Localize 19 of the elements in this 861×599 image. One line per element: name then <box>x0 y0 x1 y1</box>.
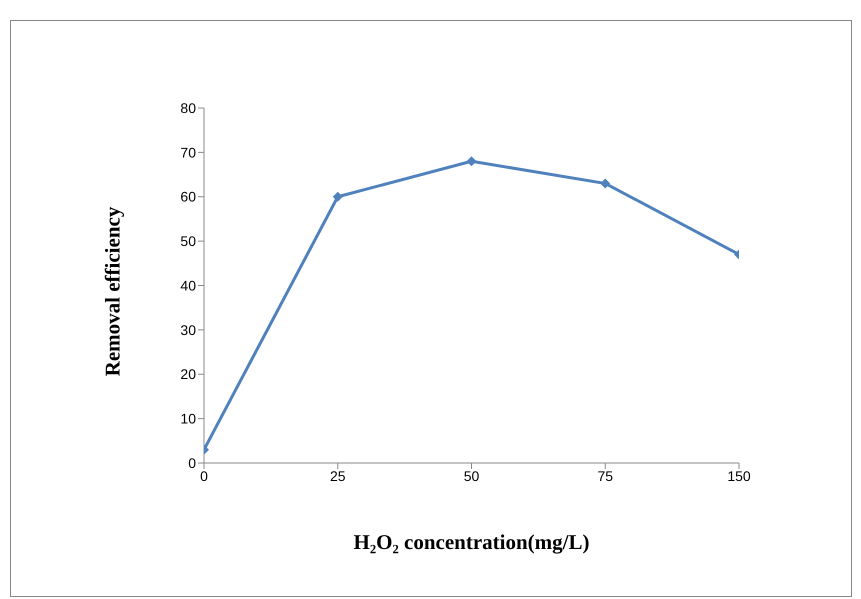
x-tick-label: 75 <box>597 468 614 484</box>
y-tick-label: 60 <box>180 188 196 205</box>
x-tick-label: 150 <box>727 468 751 484</box>
x-tick-label: 50 <box>464 468 480 484</box>
y-tick-label: 40 <box>180 277 196 294</box>
point <box>600 178 610 188</box>
y-axis-title: Removal efficiency <box>100 206 126 378</box>
x-axis-title: H₂O₂ concentration(mg/L) <box>352 530 590 555</box>
x-tick-label: 0 <box>200 468 208 484</box>
y-tick-label: 0 <box>188 454 196 471</box>
y-tick-label: 10 <box>180 410 196 427</box>
point <box>332 192 343 202</box>
y-tick-label: 20 <box>180 366 196 382</box>
point <box>466 156 476 166</box>
y-tick-label: 70 <box>180 144 196 160</box>
y-tick-label: 80 <box>180 100 196 116</box>
x-tick-label: 25 <box>330 468 346 484</box>
y-tick-label: 50 <box>180 233 196 250</box>
y-tick-label: 30 <box>180 322 196 338</box>
